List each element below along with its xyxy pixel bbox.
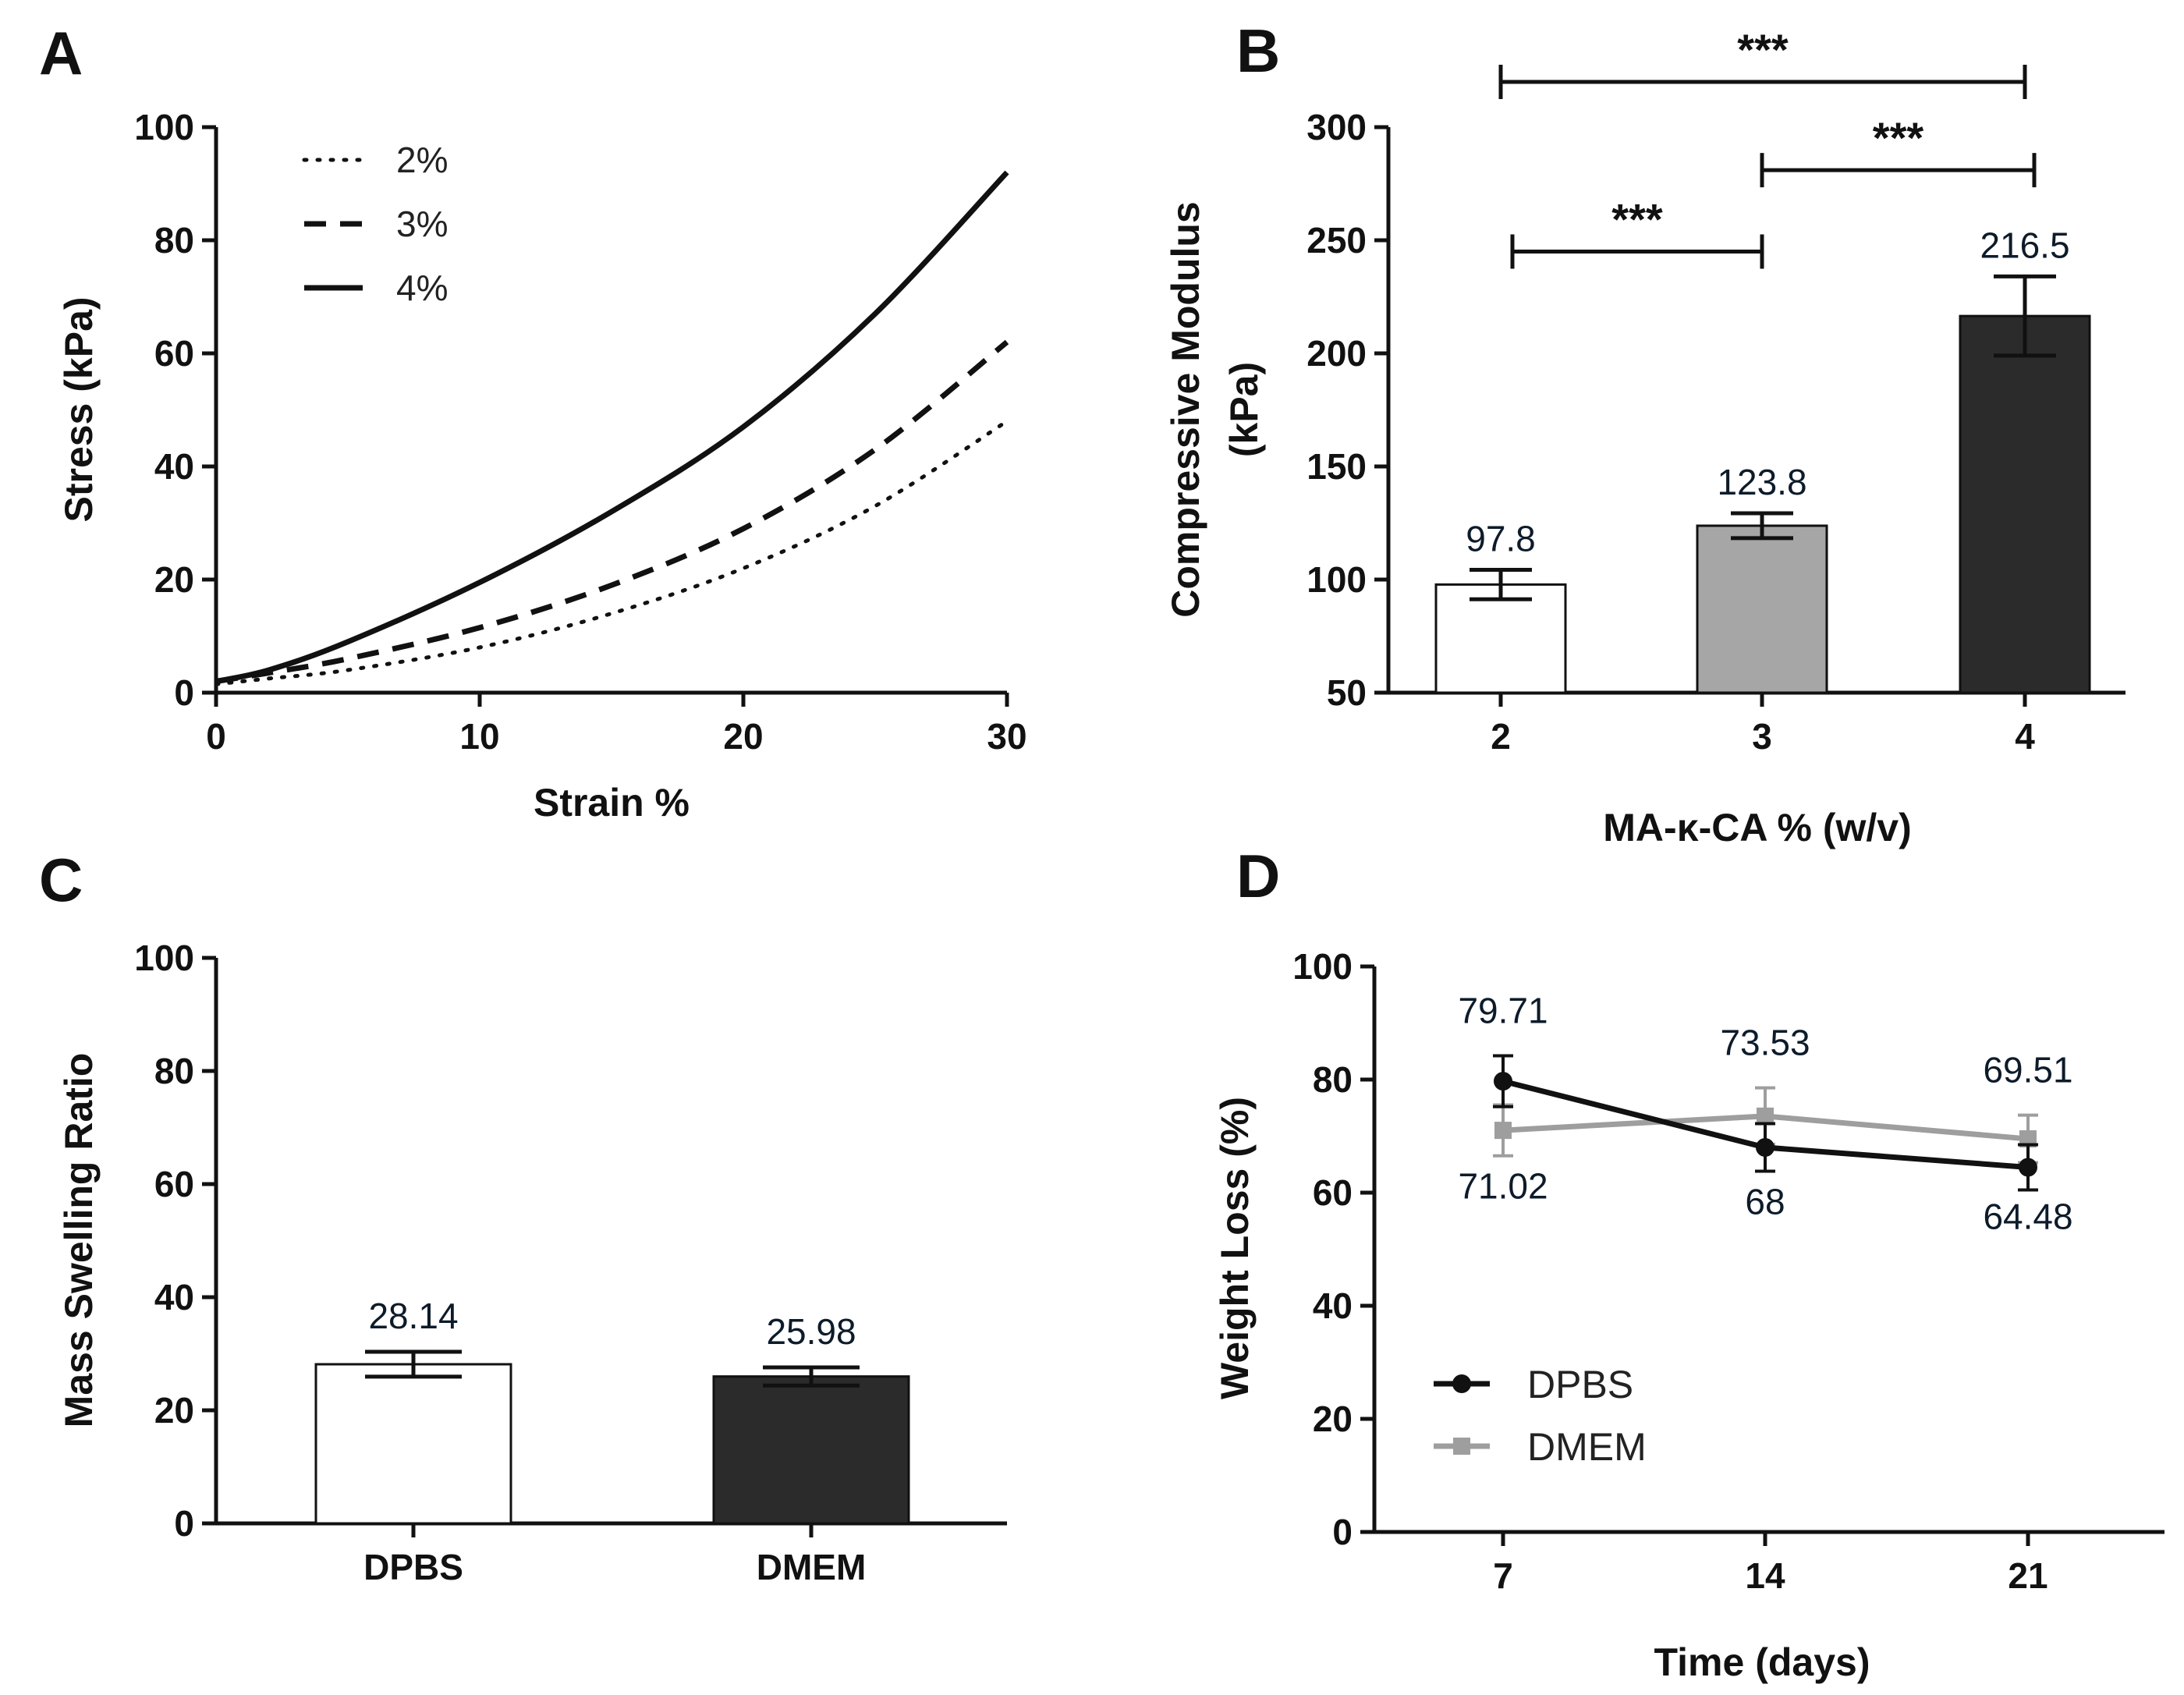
panel-d-ticks: 0 20 40 60 80 100 7 14 21 [1292,946,2048,1596]
panel-d-y-tick-label: 80 [1313,1059,1353,1100]
panel-d-letter: D [1236,842,1280,910]
panel-c-y-tick-label: 0 [174,1503,194,1544]
panel-d: D 0 20 40 60 80 100 7 14 21 71.02 73.53 69.51 79.71… [1213,842,2164,1684]
panel-a-y-axis-label: Stress (kPa) [57,296,101,522]
panel-a-x-axis-label: Strain % [534,781,690,824]
panel-d-y-axis-label: Weight Loss (%) [1213,1097,1257,1399]
panel-b-significance: *** *** *** [1498,25,2037,269]
panel-b-sig-stars: *** [1611,195,1663,244]
panel-b-y-tick-label: 100 [1306,559,1367,600]
panel-a: A 0 20 40 60 80 100 0 10 20 30 2% 3% 4% Strain % St… [39,19,1027,824]
panel-d-legend-marker-dmem [1453,1438,1470,1455]
panel-a-line-4pct [215,170,1009,684]
panel-c-y-tick-label: 40 [154,1277,194,1317]
panel-a-line-3pct [215,339,1009,684]
panel-b-ticks: 50 100 150 200 250 300 2 3 4 [1306,107,2035,757]
panel-d-x-tick-label: 21 [2008,1555,2048,1596]
panel-c-y-tick-label: 60 [154,1164,194,1204]
panel-d-marker-dmem [1757,1107,1774,1125]
panel-d-marker-dpbs [1494,1072,1512,1091]
panel-b-y-axis-label-line1: Compressive Modulus [1164,201,1207,617]
panel-b-sig-stars: *** [1873,113,1924,162]
panel-b-x-tick-label: 3 [1752,716,1772,757]
panel-c-bars: 28.14 25.98 [314,1296,910,1525]
panel-c-letter: C [39,846,83,914]
panel-a-legend-label: 4% [396,268,448,308]
panel-b-bar-2 [1434,583,1567,694]
panel-b-bars: 97.8 123.8 216.5 [1434,225,2091,694]
panel-a-ticks: 0 20 40 60 80 100 0 10 20 30 [134,107,1026,757]
panel-c-value-label: 28.14 [368,1296,458,1336]
panel-d-y-tick-label: 0 [1332,1512,1353,1552]
panel-d-value-label-dmem: 73.53 [1720,1023,1810,1063]
panel-a-y-tick-label: 100 [134,107,194,147]
panel-b-value-label: 123.8 [1717,462,1806,502]
panel-d-value-label-dmem: 71.02 [1458,1166,1548,1207]
panel-d-legend-label-dmem: DMEM [1527,1425,1647,1469]
panel-d-marker-dpbs [1756,1138,1774,1157]
panel-a-series [214,170,1009,686]
panel-d-legend-marker-dpbs [1452,1374,1471,1393]
panel-d-value-label-dpbs: 68 [1745,1181,1785,1222]
panel-d-y-tick-label: 20 [1313,1399,1353,1439]
panel-a-letter: A [39,19,83,87]
panel-b-y-tick-label: 200 [1306,333,1367,374]
panel-b-y-tick-label: 250 [1306,220,1367,261]
panel-b-value-label: 97.8 [1466,519,1536,559]
panel-a-y-tick-label: 60 [154,333,194,374]
panel-b-bar-4 [1959,314,2091,694]
panel-a-y-tick-label: 80 [154,220,194,261]
panel-d-y-tick-label: 40 [1313,1285,1353,1326]
panel-b-y-axis-label-line2: (kPa) [1222,362,1266,457]
panel-c-y-tick-label: 20 [154,1390,194,1431]
panel-a-legend-label: 3% [396,204,448,244]
panel-a-x-tick-label: 30 [987,716,1026,757]
panel-b-bar-3 [1696,524,1828,694]
panel-c-y-axis-label: Mass Swelling Ratio [57,1053,101,1428]
panel-d-x-tick-label: 14 [1745,1555,1785,1596]
panel-c: C 0 20 40 60 80 100 DPBS DMEM 28.14 25.98 Mass S… [39,846,1007,1587]
panel-b-value-label: 216.5 [1980,225,2069,265]
panel-d-series: 71.02 73.53 69.51 79.71 68 64.48 [1458,990,2072,1236]
panel-a-line-2pct [214,419,1009,686]
panel-c-y-tick-label: 80 [154,1051,194,1091]
panel-d-marker-dmem [1494,1122,1512,1140]
panel-c-x-tick-label: DMEM [757,1547,867,1587]
panel-a-x-tick-label: 20 [723,716,763,757]
panel-a-x-tick-label: 10 [459,716,499,757]
panel-d-legend: DPBS DMEM [1434,1363,1647,1469]
panel-a-legend-label: 2% [396,140,448,180]
panel-b: B 50 100 150 200 250 300 2 3 4 97.8 123.8 216.5 **… [1164,16,2126,849]
panel-d-legend-label-dpbs: DPBS [1527,1363,1633,1406]
panel-d-value-label-dpbs: 79.71 [1458,990,1548,1030]
panel-b-x-tick-label: 2 [1491,716,1511,757]
panel-c-x-tick-label: DPBS [363,1547,463,1587]
panel-a-y-tick-label: 0 [174,672,194,713]
panel-c-ticks: 0 20 40 60 80 100 DPBS DMEM [134,938,866,1587]
panel-d-value-label-dmem: 69.51 [1983,1050,2072,1090]
panel-b-x-tick-label: 4 [2015,716,2035,757]
panel-d-y-tick-label: 100 [1292,946,1353,987]
panel-d-marker-dpbs [2019,1158,2037,1177]
panel-d-y-tick-label: 60 [1313,1172,1353,1213]
panel-a-x-tick-label: 0 [206,716,226,757]
panel-a-legend: 2% 3% 4% [302,140,448,308]
panel-c-bar-dmem [712,1375,910,1525]
panel-c-y-tick-label: 100 [134,938,194,978]
panel-b-sig-stars: *** [1737,25,1789,74]
panel-c-bar-dpbs [314,1363,512,1525]
panel-b-x-axis-label: MA-κ-CA % (w/v) [1603,806,1911,849]
panel-b-y-tick-label: 300 [1306,107,1367,147]
panel-b-letter: B [1236,16,1280,85]
panel-c-value-label: 25.98 [766,1311,856,1352]
panel-d-x-axis-label: Time (days) [1654,1640,1870,1684]
panel-d-x-tick-label: 7 [1493,1555,1513,1596]
panel-a-y-tick-label: 40 [154,446,194,487]
panel-d-value-label-dpbs: 64.48 [1983,1197,2072,1237]
panel-b-y-tick-label: 150 [1306,446,1367,487]
panel-b-y-tick-label: 50 [1327,672,1367,713]
panel-a-y-tick-label: 20 [154,559,194,600]
